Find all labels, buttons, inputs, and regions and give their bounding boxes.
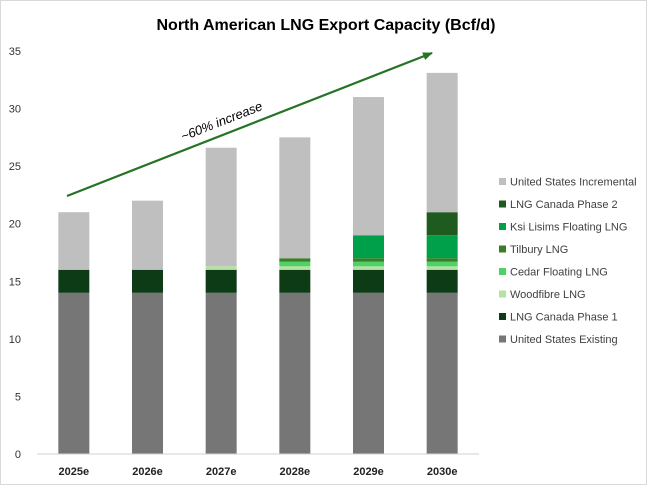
bar-segment-lng-canada-phase-1-2030e xyxy=(426,269,458,293)
bar-segment-tilbury-lng-2028e xyxy=(279,258,311,262)
bar-segment-united-states-existing-2028e xyxy=(279,292,311,454)
bar-segment-lng-canada-phase-1-2027e xyxy=(205,269,237,293)
legend-label: Ksi Lisims Floating LNG xyxy=(510,222,627,234)
bar-segment-united-states-existing-2025e xyxy=(58,292,90,454)
legend-swatch xyxy=(499,223,506,230)
bar-segment-united-states-incremental-2025e xyxy=(58,212,90,270)
bar-segment-ksi-lisims-floating-lng-2029e xyxy=(353,235,384,259)
bar-segment-united-states-existing-2027e xyxy=(205,292,237,454)
legend-swatch xyxy=(499,313,506,320)
y-tick-label: 30 xyxy=(9,104,21,116)
y-tick-label: 5 xyxy=(15,391,21,403)
bar-segment-lng-canada-phase-1-2025e xyxy=(58,269,90,293)
legend: United States Incremental LNG Canada Phas… xyxy=(499,177,637,346)
bar-segment-woodfibre-lng-2028e xyxy=(279,266,311,270)
bar-segment-lng-canada-phase-2-2030e xyxy=(426,212,458,236)
legend-label: Woodfibre LNG xyxy=(510,289,586,301)
bar-segment-cedar-floating-lng-2028e xyxy=(279,261,311,267)
bar-segment-united-states-incremental-2027e xyxy=(205,147,237,267)
increase-arrow xyxy=(66,51,433,198)
x-axis: 2025e 2026e 2027e 2028e 2029e 2030e xyxy=(59,466,458,478)
y-tick-label: 10 xyxy=(9,334,21,346)
bars-group xyxy=(58,72,458,454)
bar-segment-united-states-incremental-2029e xyxy=(353,97,384,236)
bar-segment-lng-canada-phase-1-2028e xyxy=(279,269,311,293)
bar-segment-united-states-existing-2029e xyxy=(353,292,384,454)
bar-segment-cedar-floating-lng-2030e xyxy=(426,261,458,267)
bar-segment-united-states-existing-2030e xyxy=(426,292,458,454)
bar-segment-ksi-lisims-floating-lng-2030e xyxy=(426,235,458,259)
legend-label: LNG Canada Phase 2 xyxy=(510,199,618,211)
increase-annotation-label: ~60% increase xyxy=(179,98,265,143)
bar-segment-tilbury-lng-2029e xyxy=(353,258,384,262)
x-tick-label: 2025e xyxy=(59,466,90,478)
legend-label: LNG Canada Phase 1 xyxy=(510,312,618,324)
bar-segment-woodfibre-lng-2027e xyxy=(205,266,237,270)
bar-segment-united-states-existing-2026e xyxy=(132,292,163,454)
y-tick-label: 20 xyxy=(9,219,21,231)
bar-segment-tilbury-lng-2030e xyxy=(426,258,458,262)
legend-swatch xyxy=(499,268,506,275)
y-axis: 0 5 10 15 20 25 30 35 xyxy=(9,46,21,461)
legend-label: United States Existing xyxy=(510,334,618,346)
x-tick-label: 2030e xyxy=(427,466,458,478)
legend-swatch xyxy=(499,245,506,253)
x-tick-label: 2027e xyxy=(206,466,237,478)
y-tick-label: 0 xyxy=(15,449,21,461)
legend-label: Cedar Floating LNG xyxy=(510,267,608,279)
chart-title: North American LNG Export Capacity (Bcf/… xyxy=(156,17,495,34)
legend-swatch xyxy=(499,335,506,343)
bar-segment-lng-canada-phase-1-2029e xyxy=(353,269,384,293)
bar-segment-cedar-floating-lng-2029e xyxy=(353,261,384,267)
legend-swatch xyxy=(499,178,506,185)
bar-segment-woodfibre-lng-2029e xyxy=(353,266,384,270)
x-tick-label: 2026e xyxy=(132,466,163,478)
legend-label: Tilbury LNG xyxy=(510,244,568,256)
x-tick-label: 2029e xyxy=(353,466,384,478)
x-tick-label: 2028e xyxy=(280,466,311,478)
legend-swatch xyxy=(499,200,506,208)
bar-segment-united-states-incremental-2030e xyxy=(426,72,458,213)
y-tick-label: 25 xyxy=(9,161,21,173)
bar-segment-lng-canada-phase-1-2026e xyxy=(132,269,163,293)
bar-segment-united-states-incremental-2028e xyxy=(279,137,311,259)
legend-label: United States Incremental xyxy=(510,177,637,189)
y-tick-label: 35 xyxy=(9,46,21,58)
y-tick-label: 15 xyxy=(9,276,21,288)
bar-segment-woodfibre-lng-2030e xyxy=(426,266,458,270)
legend-swatch xyxy=(499,290,506,298)
bar-segment-united-states-incremental-2026e xyxy=(132,200,163,270)
